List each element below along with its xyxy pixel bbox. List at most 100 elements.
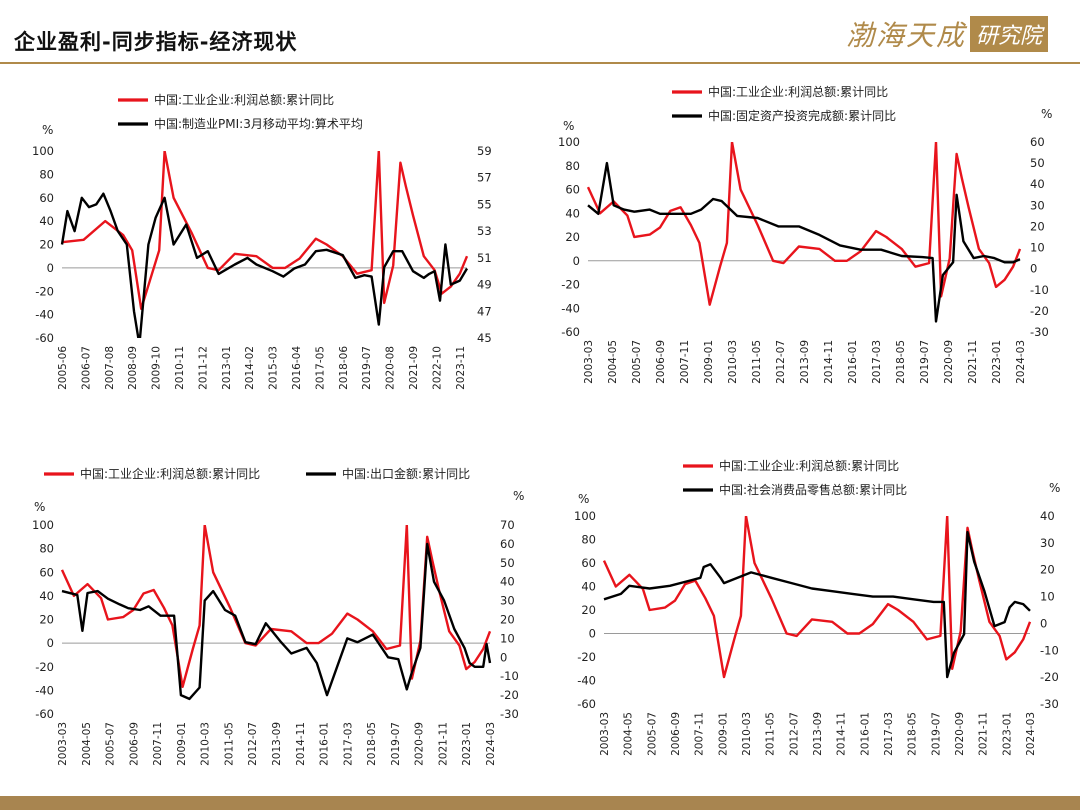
x-tick-label: 2023-11 xyxy=(455,346,467,390)
x-tick-label: 2004-05 xyxy=(81,722,93,766)
x-tick-label: 2022-10 xyxy=(431,346,443,390)
x-tick-label: 2003-03 xyxy=(599,712,611,756)
left-tick-label: 80 xyxy=(565,159,580,173)
left-tick-label: 20 xyxy=(565,230,580,244)
legend-label: 中国:工业企业:利润总额:累计同比 xyxy=(708,84,888,99)
right-tick-label: 40 xyxy=(1040,509,1055,523)
logo-text: 渤海天成 xyxy=(846,19,967,52)
x-tick-label: 2005-07 xyxy=(105,722,117,766)
x-tick-label: 2018-06 xyxy=(338,346,350,390)
series-line-profit xyxy=(586,142,1022,306)
left-tick-label: 40 xyxy=(581,580,596,594)
left-tick-label: 100 xyxy=(574,509,596,523)
right-axis-unit: % xyxy=(513,489,524,503)
left-tick-label: 0 xyxy=(589,627,596,641)
right-tick-label: 53 xyxy=(477,224,492,238)
x-tick-label: 2005-07 xyxy=(646,712,658,756)
right-tick-label: 0 xyxy=(1030,262,1037,276)
x-tick-label: 2016-01 xyxy=(847,340,859,384)
x-tick-label: 2019-07 xyxy=(361,346,373,390)
x-tick-label: 2021-11 xyxy=(437,722,449,766)
x-tick-label: 2020-09 xyxy=(943,340,955,384)
x-tick-label: 2012-07 xyxy=(788,712,800,756)
x-tick-label: 2008-09 xyxy=(127,346,139,390)
x-tick-label: 2006-09 xyxy=(655,340,667,384)
left-tick-label: -60 xyxy=(577,697,596,711)
series-line-profit xyxy=(60,525,492,688)
left-tick-label: 40 xyxy=(39,589,54,603)
series-line-indicator xyxy=(603,530,1031,679)
legend-label: 中国:工业企业:利润总额:累计同比 xyxy=(154,92,334,107)
x-tick-label: 2003-03 xyxy=(57,722,69,766)
x-tick-label: 2014-11 xyxy=(823,340,835,384)
right-tick-label: -30 xyxy=(1040,697,1059,711)
x-tick-label: 2009-01 xyxy=(717,712,729,756)
x-tick-label: 2017-03 xyxy=(883,712,895,756)
left-tick-label: 60 xyxy=(39,191,54,205)
x-tick-label: 2023-01 xyxy=(461,722,473,766)
right-tick-label: 50 xyxy=(500,556,515,570)
right-tick-label: -20 xyxy=(500,688,519,702)
x-tick-label: 2007-11 xyxy=(694,712,706,756)
right-tick-label: 59 xyxy=(477,144,492,158)
left-tick-label: -40 xyxy=(35,308,54,322)
left-tick-label: 100 xyxy=(32,144,54,158)
x-tick-label: 2021-09 xyxy=(408,346,420,390)
x-tick-label: 2009-10 xyxy=(151,346,163,390)
right-tick-label: 10 xyxy=(1030,241,1045,255)
x-tick-label: 2007-08 xyxy=(104,346,116,390)
x-tick-label: 2019-07 xyxy=(930,712,942,756)
x-tick-label: 2018-05 xyxy=(907,712,919,756)
legend-label: 中国:工业企业:利润总额:累计同比 xyxy=(719,458,899,473)
x-tick-label: 2020-08 xyxy=(385,346,397,390)
x-tick-label: 2010-03 xyxy=(727,340,739,384)
left-axis-unit: % xyxy=(563,119,574,133)
x-tick-label: 2023-01 xyxy=(1001,712,1013,756)
right-tick-label: 30 xyxy=(1040,536,1055,550)
left-axis-unit: % xyxy=(42,123,53,137)
right-tick-label: 50 xyxy=(1030,156,1045,170)
x-tick-label: 2014-11 xyxy=(836,712,848,756)
series-line-indicator xyxy=(60,192,469,338)
x-tick-label: 2021-11 xyxy=(967,340,979,384)
left-tick-label: 80 xyxy=(39,167,54,181)
x-tick-label: 2005-07 xyxy=(631,340,643,384)
right-tick-label: -30 xyxy=(500,707,519,721)
x-tick-label: 2016-01 xyxy=(859,712,871,756)
right-tick-label: 70 xyxy=(500,518,515,532)
x-tick-label: 2017-05 xyxy=(314,346,326,390)
x-tick-label: 2015-03 xyxy=(268,346,280,390)
right-tick-label: 40 xyxy=(500,575,515,589)
left-tick-label: 0 xyxy=(573,254,580,268)
right-tick-label: -10 xyxy=(1040,643,1059,657)
left-tick-label: 80 xyxy=(581,533,596,547)
x-tick-label: 2013-09 xyxy=(812,712,824,756)
right-tick-label: 55 xyxy=(477,197,492,211)
x-tick-label: 2024-03 xyxy=(1015,340,1027,384)
footer-bar xyxy=(0,796,1080,810)
x-tick-label: 2006-07 xyxy=(80,346,92,390)
left-tick-label: -20 xyxy=(577,650,596,664)
right-tick-label: 30 xyxy=(500,594,515,608)
x-tick-label: 2011-05 xyxy=(223,722,235,766)
right-tick-label: 0 xyxy=(1040,616,1047,630)
x-tick-label: 2005-06 xyxy=(57,346,69,390)
right-tick-label: 0 xyxy=(500,650,507,664)
left-tick-label: -60 xyxy=(35,707,54,721)
x-tick-label: 2007-11 xyxy=(679,340,691,384)
left-tick-label: -20 xyxy=(561,278,580,292)
series-line-profit xyxy=(61,151,469,310)
left-axis-unit: % xyxy=(34,500,45,514)
right-tick-label: 20 xyxy=(1040,563,1055,577)
left-tick-label: 100 xyxy=(558,135,580,149)
right-tick-label: 51 xyxy=(477,251,492,265)
right-tick-label: 30 xyxy=(1030,198,1045,212)
x-tick-label: 2024-03 xyxy=(485,722,497,766)
x-tick-label: 2018-05 xyxy=(895,340,907,384)
right-tick-label: 45 xyxy=(477,331,492,345)
x-tick-label: 2007-11 xyxy=(152,722,164,766)
left-tick-label: -60 xyxy=(35,331,54,345)
left-tick-label: 100 xyxy=(32,518,54,532)
left-axis-unit: % xyxy=(578,492,589,506)
